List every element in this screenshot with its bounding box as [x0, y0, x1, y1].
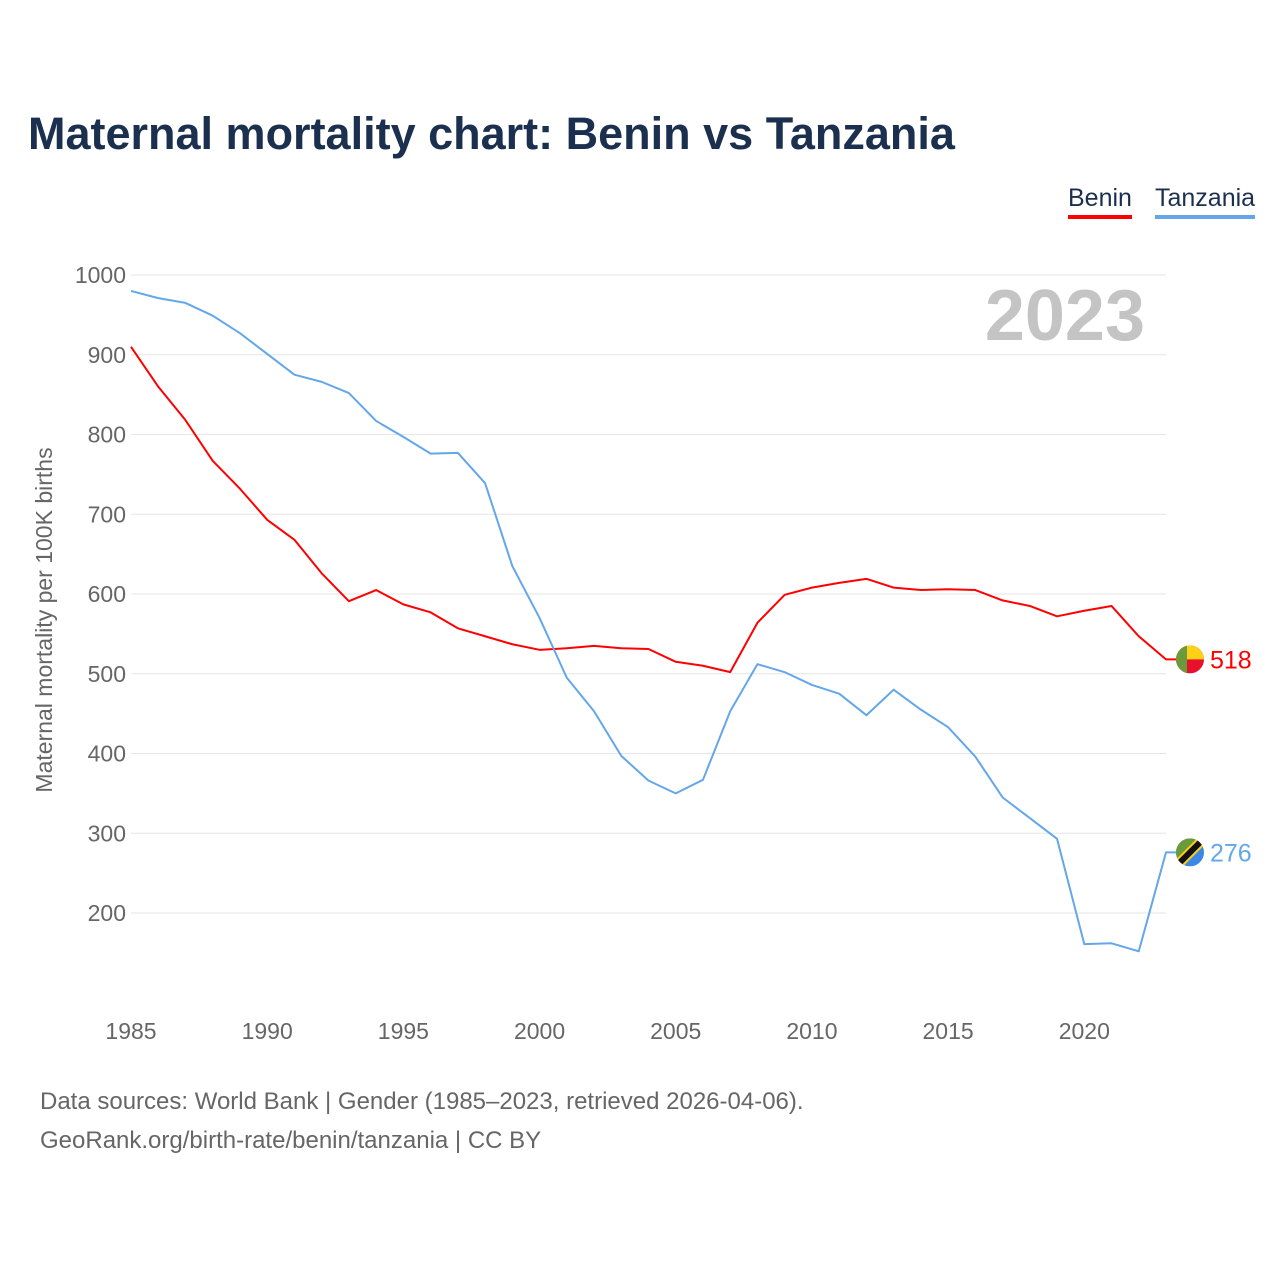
- tanzania-flag-icon: [1176, 838, 1204, 867]
- series-line-benin: [130, 346, 1176, 674]
- x-tick-label: 2000: [514, 1018, 565, 1044]
- line-chart: 200 300 400 500 600 700 800 900 1000 1985 1990 1995…: [31, 262, 1252, 1044]
- year-watermark: 2023: [985, 276, 1145, 356]
- x-tick-label: 1995: [378, 1018, 429, 1044]
- end-value-label: 518: [1210, 646, 1252, 674]
- y-tick-label: 700: [88, 501, 126, 527]
- flag: [1176, 838, 1204, 867]
- x-tick-label: 1985: [105, 1018, 156, 1044]
- credit-link[interactable]: GeoRank.org/birth-rate/benin/tanzania | …: [40, 1127, 542, 1154]
- y-tick-label: 900: [88, 342, 126, 368]
- y-tick-label: 300: [88, 820, 126, 846]
- legend-tanzania[interactable]: Tanzania: [1155, 184, 1256, 219]
- y-tick-label: 600: [88, 581, 126, 607]
- chart-title: Maternal mortality chart: Benin vs Tanza…: [28, 108, 955, 159]
- y-tick-label: 400: [88, 741, 126, 767]
- y-tick-label: 800: [88, 422, 126, 448]
- data-source: Data sources: World Bank | Gender (1985–…: [40, 1088, 804, 1115]
- x-tick-label: 2015: [923, 1018, 974, 1044]
- legend-benin[interactable]: Benin: [1068, 184, 1132, 219]
- x-tick-label: 2005: [650, 1018, 701, 1044]
- x-tick-label: 2010: [786, 1018, 837, 1044]
- flag-green: [1176, 645, 1187, 674]
- benin-flag-icon: [1176, 645, 1204, 674]
- y-tick-label: 500: [88, 661, 126, 687]
- series-line-tanzania: [130, 289, 1176, 953]
- flag: [1176, 645, 1204, 674]
- y-axis-label: Maternal mortality per 100K births: [31, 447, 57, 792]
- y-tick-label: 200: [88, 900, 126, 926]
- y-tick-label: 1000: [75, 262, 126, 288]
- end-value-label: 276: [1210, 839, 1252, 867]
- x-tick-label: 2020: [1059, 1018, 1110, 1044]
- x-tick-label: 1990: [242, 1018, 293, 1044]
